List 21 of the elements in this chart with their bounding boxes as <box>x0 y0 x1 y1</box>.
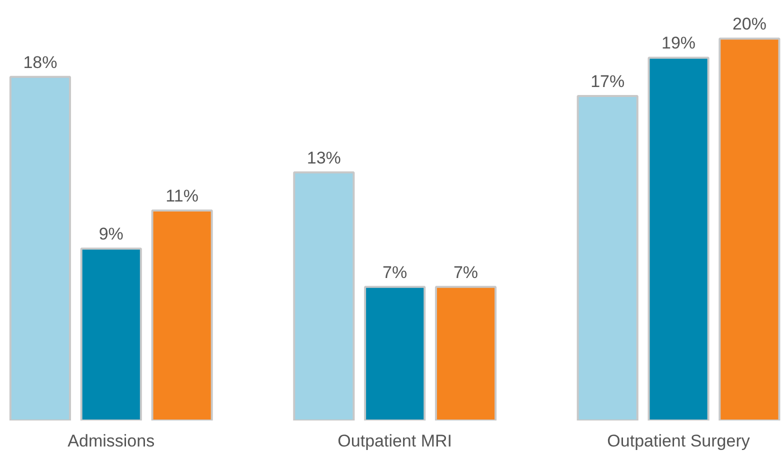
data-label: 18% <box>23 52 58 72</box>
x-tick-label: Outpatient MRI <box>338 432 452 450</box>
bar <box>9 76 72 420</box>
x-tick-label: Outpatient Surgery <box>607 432 750 450</box>
bar <box>293 171 355 420</box>
x-tick-label: Admissions <box>68 432 155 450</box>
data-label: 17% <box>590 72 625 91</box>
bar <box>364 286 426 420</box>
data-label: 7% <box>453 262 478 282</box>
data-label: 11% <box>166 186 198 206</box>
data-label: 7% <box>382 262 408 282</box>
data-label: 9% <box>98 224 124 244</box>
bar <box>576 94 638 420</box>
bar <box>434 286 497 420</box>
data-label: 19% <box>662 34 696 53</box>
bar <box>80 248 142 420</box>
data-label: 13% <box>306 148 341 168</box>
bar <box>648 56 710 420</box>
bar <box>151 210 213 420</box>
data-label: 20% <box>732 14 766 34</box>
bar <box>718 38 780 420</box>
